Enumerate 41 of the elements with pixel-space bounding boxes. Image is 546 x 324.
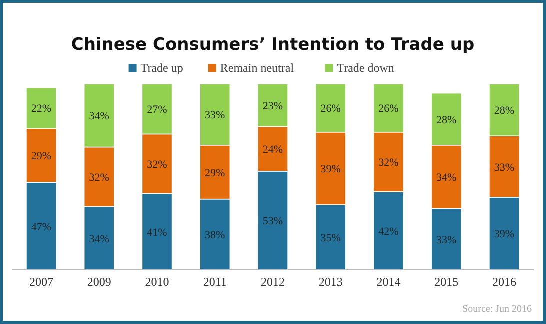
x-tick-label: 2013 (318, 275, 343, 289)
data-label: 26% (320, 103, 341, 116)
x-tick-label: 2011 (203, 275, 227, 289)
data-label: 27% (147, 104, 168, 116)
legend-label: Remain neutral (220, 61, 295, 75)
x-tick-label: 2009 (87, 275, 112, 289)
data-label: 47% (31, 221, 52, 234)
data-label: 53% (262, 216, 284, 228)
data-label: 38% (205, 230, 226, 242)
data-label: 39% (494, 228, 515, 241)
data-label: 26% (378, 103, 399, 116)
data-label: 22% (31, 103, 52, 116)
data-label: 34% (436, 172, 457, 184)
data-label: 32% (147, 158, 168, 171)
data-label: 24% (262, 144, 284, 156)
data-label: 41% (147, 226, 168, 239)
x-tick-label: 2015 (434, 275, 459, 289)
data-label: 32% (378, 157, 399, 170)
data-label: 39% (320, 164, 341, 176)
x-tick-label: 2014 (376, 275, 401, 289)
legend-label: Trade down (337, 61, 394, 75)
x-tick-label: 2010 (145, 275, 170, 289)
source-note: Source: Jun 2016 (462, 304, 532, 315)
data-label: 29% (31, 150, 52, 163)
data-label: 34% (89, 110, 110, 123)
chart-title: Chinese Consumers’ Intention to Trade up (71, 35, 475, 55)
data-label: 35% (320, 232, 341, 244)
data-label: 33% (436, 234, 457, 246)
data-label: 32% (89, 172, 110, 184)
legend-label: Trade up (140, 61, 184, 75)
data-label: 23% (262, 100, 284, 112)
x-tick-label: 2016 (492, 275, 516, 289)
data-label: 34% (89, 233, 110, 246)
x-tick-label: 2012 (261, 275, 285, 289)
data-label: 29% (205, 167, 226, 180)
data-label: 28% (436, 114, 457, 126)
data-label: 33% (494, 162, 515, 174)
x-tick-label: 2007 (30, 275, 54, 289)
data-label: 28% (494, 105, 515, 118)
data-label: 42% (378, 226, 399, 238)
data-label: 33% (205, 110, 226, 122)
